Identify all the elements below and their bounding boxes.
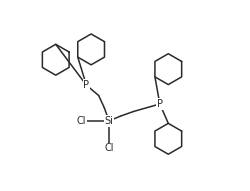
Text: Si: Si bbox=[104, 116, 114, 126]
Text: Cl: Cl bbox=[104, 143, 114, 154]
Text: P: P bbox=[84, 80, 89, 90]
Text: Cl: Cl bbox=[77, 116, 86, 126]
Text: P: P bbox=[157, 99, 163, 109]
